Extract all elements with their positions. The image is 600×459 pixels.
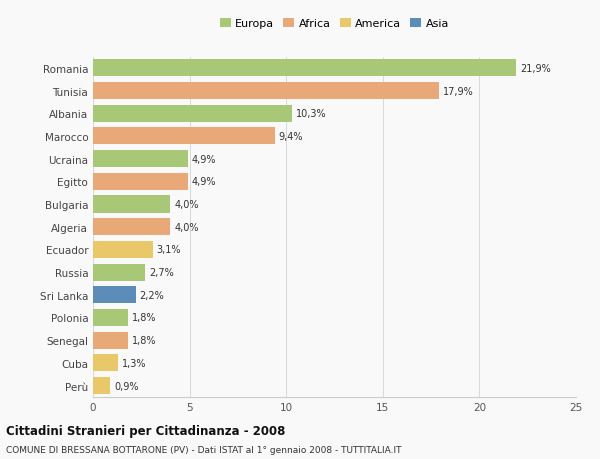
Text: 4,0%: 4,0% <box>174 222 199 232</box>
Bar <box>93 309 128 326</box>
Text: 21,9%: 21,9% <box>520 64 551 74</box>
Bar <box>93 241 153 258</box>
Text: 1,8%: 1,8% <box>131 313 156 323</box>
Bar <box>93 332 128 349</box>
Bar <box>93 128 275 145</box>
Text: 17,9%: 17,9% <box>443 86 473 96</box>
Bar <box>93 83 439 100</box>
Text: 1,3%: 1,3% <box>122 358 146 368</box>
Text: COMUNE DI BRESSANA BOTTARONE (PV) - Dati ISTAT al 1° gennaio 2008 - TUTTITALIA.I: COMUNE DI BRESSANA BOTTARONE (PV) - Dati… <box>6 445 401 454</box>
Legend: Europa, Africa, America, Asia: Europa, Africa, America, Asia <box>220 19 449 29</box>
Text: Cittadini Stranieri per Cittadinanza - 2008: Cittadini Stranieri per Cittadinanza - 2… <box>6 424 286 437</box>
Text: 2,7%: 2,7% <box>149 268 174 278</box>
Bar <box>93 174 188 190</box>
Bar <box>93 264 145 281</box>
Text: 10,3%: 10,3% <box>296 109 326 119</box>
Text: 3,1%: 3,1% <box>157 245 181 255</box>
Bar <box>93 286 136 304</box>
Text: 1,8%: 1,8% <box>131 336 156 346</box>
Bar <box>93 151 188 168</box>
Bar <box>93 354 118 372</box>
Text: 9,4%: 9,4% <box>278 132 303 142</box>
Text: 4,0%: 4,0% <box>174 200 199 210</box>
Text: 4,9%: 4,9% <box>191 177 216 187</box>
Bar <box>93 196 170 213</box>
Bar <box>93 106 292 123</box>
Bar <box>93 60 516 77</box>
Text: 2,2%: 2,2% <box>139 290 164 300</box>
Text: 0,9%: 0,9% <box>114 381 139 391</box>
Bar <box>93 377 110 394</box>
Text: 4,9%: 4,9% <box>191 154 216 164</box>
Bar <box>93 218 170 235</box>
